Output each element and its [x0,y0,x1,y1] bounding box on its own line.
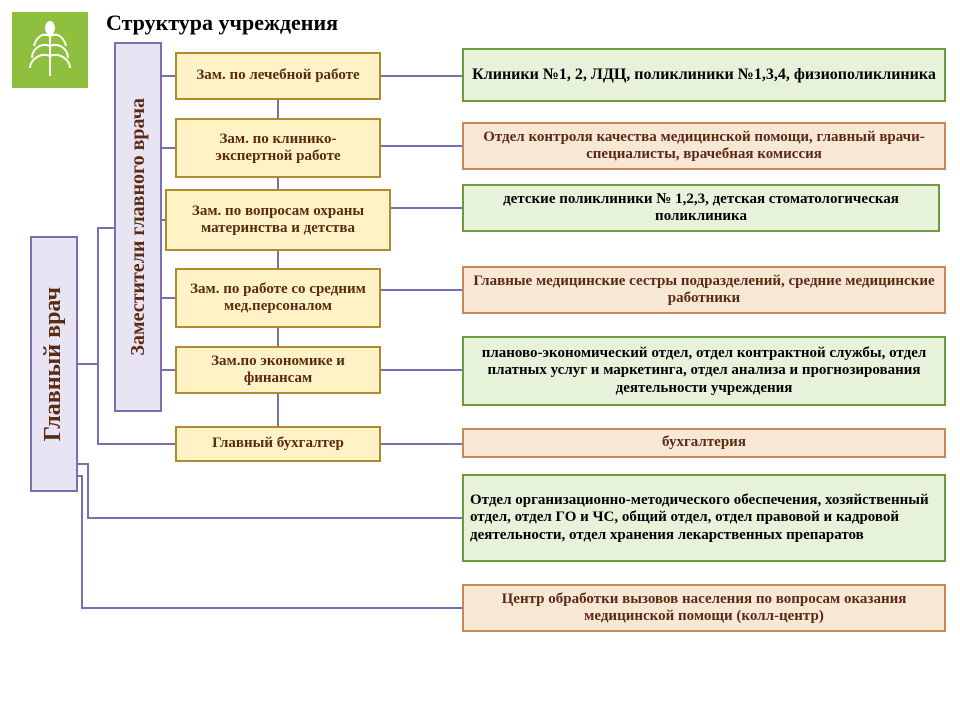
department-box: Центр обработки вызовов населения по воп… [462,584,946,632]
deputy-box: Зам. по работе со средним мед.персоналом [175,268,381,328]
department-label: планово-экономический отдел, отдел контр… [470,345,938,397]
department-label: детские поликлиники № 1,2,3, детская сто… [470,191,932,226]
deputy-box: Зам. по лечебной работе [175,52,381,100]
deputies-container-label: Заместители главного врача [127,98,150,356]
deputy-label: Зам. по лечебной работе [196,67,359,84]
department-box: Отдел организационно-методического обесп… [462,474,946,562]
deputy-box: Зам.по экономике и финансам [175,346,381,394]
department-box: бухгалтерия [462,428,946,458]
deputy-label: Зам.по экономике и финансам [183,353,373,388]
department-label: Центр обработки вызовов населения по воп… [470,591,938,626]
department-label: Главные медицинские сестры подразделений… [470,273,938,308]
logo-icon [12,12,88,88]
deputy-label: Зам. по работе со средним мед.персоналом [183,281,373,316]
department-box: Отдел контроля качества медицинской помо… [462,122,946,170]
deputy-label: Зам. по клинико-экспертной работе [183,131,373,166]
deputy-box: Зам. по клинико-экспертной работе [175,118,381,178]
main-doctor-box: Главный врач [30,236,78,492]
department-label: Клиники №1, 2, ЛДЦ, поликлиники №1,3,4, … [472,66,936,84]
department-label: Отдел организационно-методического обесп… [470,492,938,544]
title-text: Структура учреждения [106,10,338,35]
department-label: Отдел контроля качества медицинской помо… [470,129,938,164]
department-box: Клиники №1, 2, ЛДЦ, поликлиники №1,3,4, … [462,48,946,102]
department-box: Главные медицинские сестры подразделений… [462,266,946,314]
page-title: Структура учреждения [100,6,500,40]
department-label: бухгалтерия [662,434,746,451]
deputy-box: Главный бухгалтер [175,426,381,462]
deputies-container-box: Заместители главного врача [114,42,162,412]
deputy-box: Зам. по вопросам охраны материнства и де… [165,189,391,251]
department-box: детские поликлиники № 1,2,3, детская сто… [462,184,940,232]
deputy-label: Главный бухгалтер [212,435,344,452]
department-box: планово-экономический отдел, отдел контр… [462,336,946,406]
deputy-label: Зам. по вопросам охраны материнства и де… [173,203,383,238]
main-doctor-label: Главный врач [40,287,68,441]
